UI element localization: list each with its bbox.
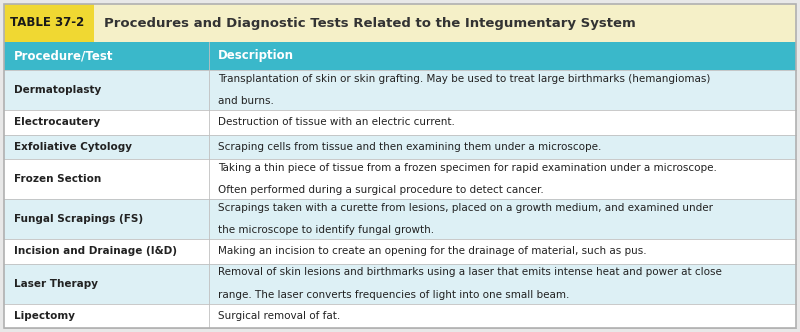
Text: Procedure/Test: Procedure/Test: [14, 49, 114, 62]
Text: Making an incision to create an opening for the drainage of material, such as pu: Making an incision to create an opening …: [218, 246, 646, 256]
Text: Procedures and Diagnostic Tests Related to the Integumentary System: Procedures and Diagnostic Tests Related …: [104, 17, 636, 30]
Text: Scrapings taken with a curette from lesions, placed on a growth medium, and exam: Scrapings taken with a curette from lesi…: [218, 203, 713, 213]
Bar: [4, 159, 796, 199]
Text: range. The laser converts frequencies of light into one small beam.: range. The laser converts frequencies of…: [218, 290, 570, 300]
Text: Fungal Scrapings (FS): Fungal Scrapings (FS): [14, 214, 143, 224]
Text: Incision and Drainage (I&D): Incision and Drainage (I&D): [14, 246, 177, 256]
Bar: [4, 4, 796, 42]
Text: the microscope to identify fungal growth.: the microscope to identify fungal growth…: [218, 225, 434, 235]
Text: Destruction of tissue with an electric current.: Destruction of tissue with an electric c…: [218, 118, 455, 127]
Bar: [4, 264, 796, 304]
Text: Removal of skin lesions and birthmarks using a laser that emits intense heat and: Removal of skin lesions and birthmarks u…: [218, 267, 722, 277]
Bar: [4, 199, 796, 239]
Text: Laser Therapy: Laser Therapy: [14, 279, 98, 289]
Text: TABLE 37-2: TABLE 37-2: [10, 17, 84, 30]
Bar: [4, 110, 796, 134]
Bar: [4, 134, 796, 159]
Text: Frozen Section: Frozen Section: [14, 174, 102, 184]
Bar: [4, 4, 94, 42]
Text: Description: Description: [218, 49, 294, 62]
Text: Taking a thin piece of tissue from a frozen specimen for rapid examination under: Taking a thin piece of tissue from a fro…: [218, 163, 717, 173]
Text: Electrocautery: Electrocautery: [14, 118, 100, 127]
Text: and burns.: and burns.: [218, 96, 274, 107]
Text: Often performed during a surgical procedure to detect cancer.: Often performed during a surgical proced…: [218, 185, 544, 195]
Text: Scraping cells from tissue and then examining them under a microscope.: Scraping cells from tissue and then exam…: [218, 141, 602, 152]
Bar: [4, 42, 796, 70]
Bar: [4, 304, 796, 328]
Text: Surgical removal of fat.: Surgical removal of fat.: [218, 311, 340, 321]
Text: Lipectomy: Lipectomy: [14, 311, 75, 321]
Text: Dermatoplasty: Dermatoplasty: [14, 85, 102, 95]
Text: Exfoliative Cytology: Exfoliative Cytology: [14, 141, 132, 152]
Bar: [4, 70, 796, 110]
Bar: [4, 239, 796, 264]
Text: Transplantation of skin or skin grafting. May be used to treat large birthmarks : Transplantation of skin or skin grafting…: [218, 74, 710, 84]
